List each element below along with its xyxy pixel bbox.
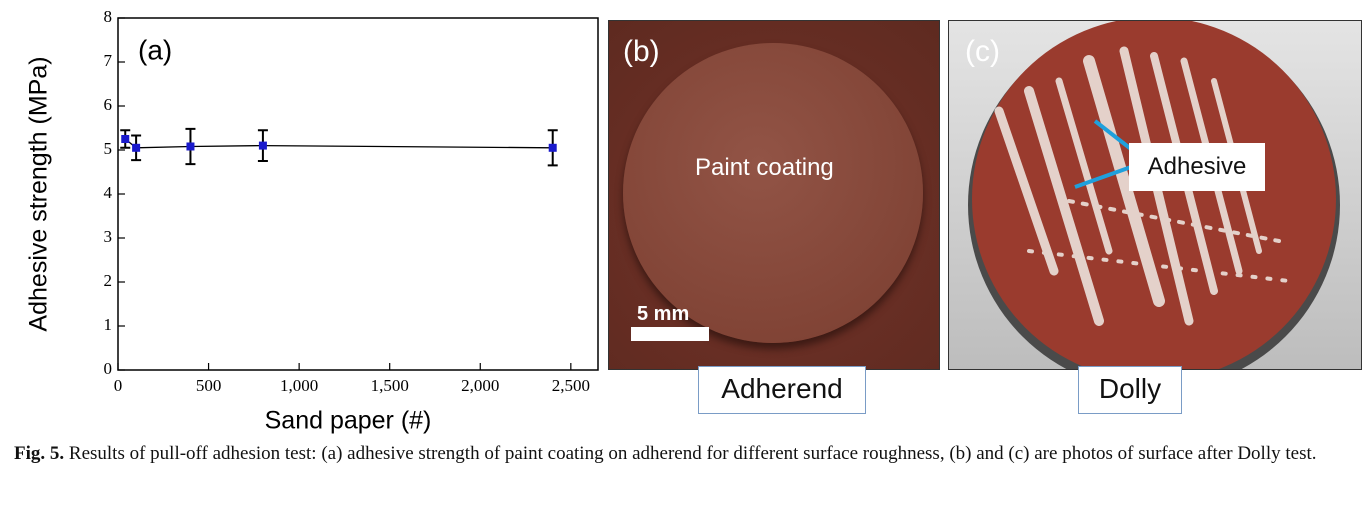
photo-adherend: (b) Paint coating 5 mm: [608, 20, 940, 370]
x-tick-label: 0: [114, 376, 123, 395]
annotation: Adhesive: [1129, 143, 1265, 191]
y-tick-label: 6: [104, 95, 113, 114]
data-point: [121, 135, 130, 143]
y-tick-label: 2: [104, 271, 113, 290]
x-tick-label: 2,000: [461, 376, 499, 395]
plot-frame: [117, 17, 599, 371]
photo-dolly: (c) Adhesive: [948, 20, 1362, 370]
photo-caption: Dolly: [1078, 366, 1182, 414]
coating-disc: [623, 43, 923, 343]
y-axis-label: Adhesive strength (MPa): [25, 56, 53, 331]
y-tick-label: 7: [104, 51, 113, 70]
pointer: [1093, 119, 1133, 151]
x-tick-label: 500: [196, 376, 222, 395]
y-tick-label: 4: [104, 183, 113, 202]
data-point: [186, 142, 195, 151]
panel-label: (a): [138, 34, 172, 65]
figure-number: Fig. 5.: [14, 443, 65, 464]
x-axis-label: Sand paper (#): [265, 407, 432, 435]
panel-label: (b): [623, 35, 660, 68]
data-point: [132, 143, 141, 152]
panel-label: (c): [965, 35, 1000, 68]
scale-label: 5 mm: [637, 303, 690, 325]
photo-caption: Adherend: [698, 366, 866, 414]
y-tick-label: 3: [104, 227, 113, 246]
y-tick-label: 8: [104, 7, 113, 26]
y-tick-label: 5: [104, 139, 113, 158]
x-tick-label: 2,500: [552, 376, 590, 395]
y-tick-label: 1: [104, 315, 113, 334]
x-tick-label: 1,000: [280, 376, 318, 395]
dolly-face: [972, 21, 1336, 369]
figure-caption: Fig. 5. Results of pull-off adhesion tes…: [14, 440, 1351, 468]
pointer: [1074, 165, 1132, 189]
x-tick-label: 1,500: [371, 376, 409, 395]
annotation: Paint coating: [695, 154, 834, 181]
caption-text: Results of pull-off adhesion test: (a) a…: [68, 443, 1317, 464]
scale-bar: [631, 327, 709, 341]
dolly-image: [968, 21, 1340, 369]
data-point: [258, 141, 267, 150]
data-point: [548, 143, 557, 152]
y-tick-label: 0: [104, 359, 113, 378]
chart: (a) Sand paper (#) Adhesive strength (MP…: [25, 7, 599, 435]
